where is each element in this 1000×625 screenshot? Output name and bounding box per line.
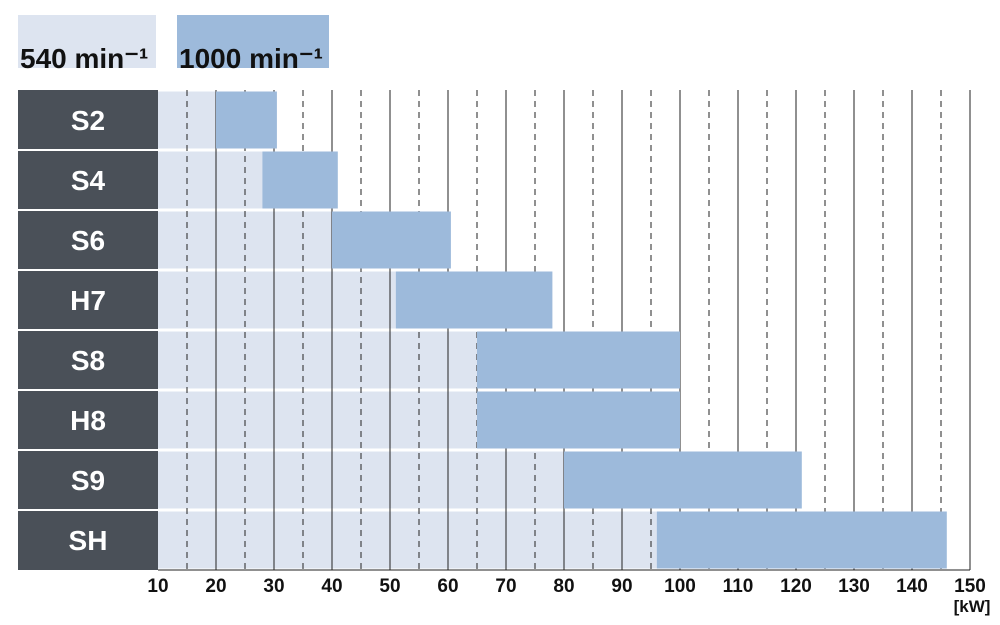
range-bar (158, 151, 263, 209)
legend-label: 540 min⁻¹ (20, 43, 148, 74)
x-axis-label: [kW] (954, 597, 991, 616)
range-bar (395, 271, 553, 329)
category-label: H8 (70, 405, 106, 436)
legend-swatch (18, 15, 156, 68)
category-cell (18, 90, 158, 150)
category-cell (18, 210, 158, 270)
legend-label: 1000 min⁻¹ (179, 43, 323, 74)
range-bar (564, 451, 802, 509)
x-tick-label: 30 (263, 576, 284, 597)
x-tick-label: 10 (147, 576, 168, 597)
category-cell (18, 510, 158, 570)
x-tick-label: 120 (780, 576, 812, 597)
x-tick-label: 50 (379, 576, 400, 597)
category-cell (18, 390, 158, 450)
x-tick-label: 40 (321, 576, 342, 597)
category-label: S2 (71, 105, 105, 136)
x-tick-label: 130 (838, 576, 870, 597)
category-cell (18, 450, 158, 510)
range-bar (158, 391, 477, 449)
category-cell (18, 150, 158, 210)
range-bar (262, 151, 338, 209)
x-tick-label: 20 (205, 576, 226, 597)
x-tick-label: 150 (954, 576, 986, 597)
category-cell (18, 330, 158, 390)
range-bar (158, 511, 657, 569)
x-tick-label: 140 (896, 576, 928, 597)
x-tick-label: 90 (611, 576, 632, 597)
range-bar (158, 271, 396, 329)
x-tick-label: 110 (723, 576, 754, 597)
range-bar (656, 511, 947, 569)
x-tick-label: 60 (437, 576, 458, 597)
range-bar (477, 391, 680, 449)
category-label: S9 (71, 465, 105, 496)
category-cell (18, 270, 158, 330)
range-bar (216, 91, 277, 149)
category-label: H7 (70, 285, 106, 316)
range-bar (332, 211, 451, 269)
x-tick-label: 100 (664, 576, 696, 597)
category-label: S8 (71, 345, 105, 376)
category-label: S4 (71, 165, 106, 196)
category-label: S6 (71, 225, 105, 256)
category-label: SH (69, 525, 108, 556)
range-bar (158, 331, 477, 389)
x-tick-label: 80 (553, 576, 574, 597)
legend-swatch (177, 15, 329, 68)
range-bar (477, 331, 680, 389)
x-tick-label: 70 (495, 576, 516, 597)
